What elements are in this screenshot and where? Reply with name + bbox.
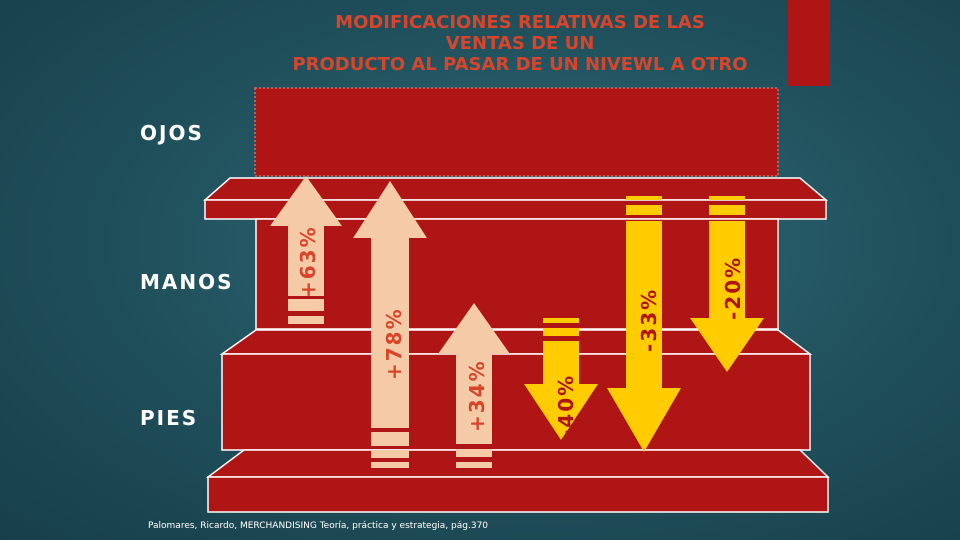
arrow-label: -40% (554, 374, 578, 438)
shelf-ledge-floor (205, 449, 830, 478)
arrow-tail-stripe (371, 432, 409, 446)
arrow-label: +34% (465, 359, 489, 432)
arrow-down-33: -33% (607, 196, 681, 452)
arrow-label: +63% (296, 225, 320, 298)
shelf-bottom (221, 353, 811, 451)
title-line-2: VENTAS DE UN (445, 33, 595, 54)
arrow-tail-stripe (626, 196, 662, 200)
arrow-up-34: +34% (438, 303, 510, 468)
arrow-tail-stripe (288, 299, 324, 311)
arrow-down-40: -40% (524, 318, 598, 440)
level-label-manos: MANOS (140, 270, 234, 294)
arrow-up-78: +78% (353, 181, 427, 468)
arrow-tail-stripe (543, 328, 579, 336)
arrow-tail-stripe (288, 316, 324, 324)
arrow-body (690, 221, 764, 372)
arrow-tail-stripe (371, 450, 409, 458)
arrow-label: +78% (382, 307, 406, 380)
arrow-tail-stripe (456, 462, 492, 468)
page-title: MODIFICACIONES RELATIVAS DE LAS VENTAS D… (250, 12, 790, 75)
citation: Palomares, Ricardo, MERCHANDISING Teoría… (148, 521, 489, 531)
title-line-3: PRODUCTO AL PASAR DE UN NIVEWL A OTRO (292, 54, 748, 75)
shelf-floor (207, 476, 829, 513)
arrow-label: -20% (721, 256, 745, 320)
arrow-tail-stripe (456, 449, 492, 457)
decorative-red-tab (788, 0, 830, 86)
arrow-body (524, 341, 598, 440)
arrow-up-63: +63% (270, 176, 342, 324)
arrow-body (438, 303, 510, 444)
level-label-pies: PIES (140, 406, 199, 430)
level-label-ojos: OJOS (140, 121, 204, 145)
arrow-down-20: -20% (690, 196, 764, 372)
arrow-tail-stripe (709, 196, 745, 200)
arrow-tail-stripe (709, 205, 745, 215)
arrow-tail-stripe (543, 318, 579, 323)
shelf-top (254, 87, 779, 177)
arrow-label: -33% (637, 288, 661, 352)
arrow-tail-stripe (626, 205, 662, 215)
arrow-tail-stripe (371, 462, 409, 468)
arrow-body (270, 176, 342, 296)
title-line-1: MODIFICACIONES RELATIVAS DE LAS (335, 12, 705, 33)
shelf-middle (255, 218, 779, 330)
arrow-body (353, 181, 427, 428)
arrow-body (607, 221, 681, 452)
